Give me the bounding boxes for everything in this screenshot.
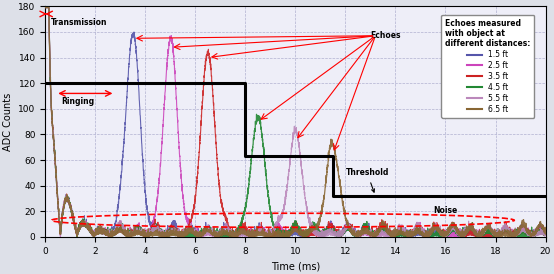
Y-axis label: ADC Counts: ADC Counts xyxy=(3,93,13,151)
Text: Threshold: Threshold xyxy=(346,169,389,192)
Text: Noise: Noise xyxy=(433,206,457,215)
Legend: 1.5 ft, 2.5 ft, 3.5 ft, 4.5 ft, 5.5 ft, 6.5 ft: 1.5 ft, 2.5 ft, 3.5 ft, 4.5 ft, 5.5 ft, … xyxy=(441,15,534,118)
Text: Echoes: Echoes xyxy=(371,31,401,40)
X-axis label: Time (ms): Time (ms) xyxy=(271,261,320,271)
Text: Transmission: Transmission xyxy=(51,18,107,27)
Text: Ringing: Ringing xyxy=(61,97,95,106)
